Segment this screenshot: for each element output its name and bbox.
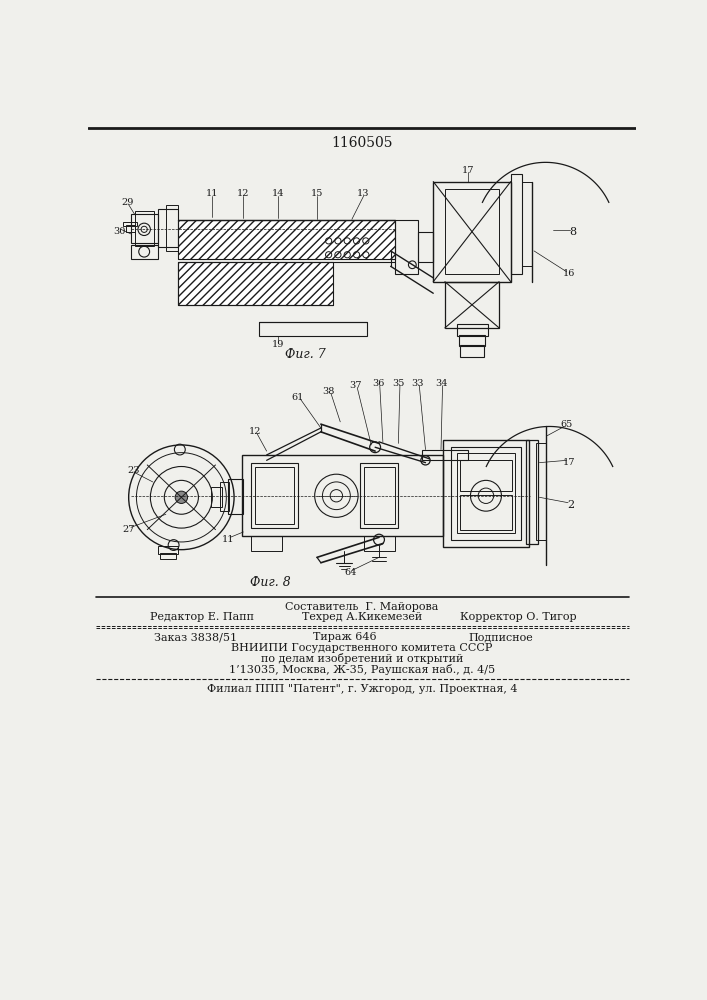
Text: Корректор О. Тигор: Корректор О. Тигор bbox=[460, 612, 577, 622]
Bar bbox=[242, 455, 443, 536]
Bar bbox=[126, 225, 135, 232]
Bar bbox=[418, 232, 433, 262]
Bar bbox=[255, 466, 293, 524]
Bar bbox=[460, 460, 512, 491]
Bar bbox=[177, 220, 395, 259]
Bar bbox=[510, 174, 522, 274]
Bar bbox=[123, 222, 137, 226]
Text: 13: 13 bbox=[357, 189, 370, 198]
Text: 1’13035, Москва, Ж-35, Раушская наб., д. 4/5: 1’13035, Москва, Ж-35, Раушская наб., д.… bbox=[229, 664, 495, 675]
Text: 23: 23 bbox=[127, 466, 139, 475]
Text: 64: 64 bbox=[344, 568, 356, 577]
Bar bbox=[177, 262, 332, 305]
Text: Фиг. 7: Фиг. 7 bbox=[285, 348, 326, 361]
Bar bbox=[522, 182, 532, 266]
Text: Заказ 3838/51: Заказ 3838/51 bbox=[154, 632, 238, 642]
Bar bbox=[526, 440, 538, 544]
Text: Техред А.Кикемезей: Техред А.Кикемезей bbox=[302, 612, 422, 622]
Bar bbox=[363, 466, 395, 524]
Bar bbox=[460, 495, 512, 530]
Bar bbox=[460, 345, 484, 357]
Text: 14: 14 bbox=[272, 189, 284, 198]
Text: 30: 30 bbox=[113, 227, 126, 236]
Bar bbox=[395, 220, 418, 274]
Bar bbox=[166, 205, 177, 251]
Text: Составитель  Г. Майорова: Составитель Г. Майорова bbox=[285, 602, 438, 612]
Text: 35: 35 bbox=[392, 379, 404, 388]
Text: 34: 34 bbox=[435, 379, 448, 388]
Bar bbox=[177, 262, 332, 305]
Text: Подписное: Подписное bbox=[468, 632, 533, 642]
Text: 11: 11 bbox=[206, 189, 218, 198]
Text: 65: 65 bbox=[561, 420, 573, 429]
Bar bbox=[211, 487, 222, 507]
Text: 12: 12 bbox=[237, 189, 250, 198]
Text: 38: 38 bbox=[322, 387, 335, 396]
Bar bbox=[131, 214, 158, 243]
Text: 16: 16 bbox=[563, 269, 575, 278]
Text: 36: 36 bbox=[372, 379, 385, 388]
Text: 1160505: 1160505 bbox=[331, 136, 392, 150]
Text: 17: 17 bbox=[563, 458, 575, 467]
Bar bbox=[433, 182, 510, 282]
Bar bbox=[158, 546, 177, 554]
Text: ВНИИПИ Государственного комитета СССР: ВНИИПИ Государственного комитета СССР bbox=[231, 643, 493, 653]
Bar bbox=[443, 440, 529, 547]
Text: Фиг. 8: Фиг. 8 bbox=[250, 576, 291, 588]
Circle shape bbox=[175, 491, 187, 503]
Text: Редактор Е. Папп: Редактор Е. Папп bbox=[151, 612, 255, 622]
Bar bbox=[135, 211, 154, 246]
Text: 2: 2 bbox=[567, 500, 574, 510]
Bar bbox=[251, 536, 282, 551]
Bar bbox=[445, 282, 499, 328]
Text: 37: 37 bbox=[349, 381, 362, 390]
Bar bbox=[459, 335, 485, 346]
Text: 33: 33 bbox=[411, 379, 424, 388]
Bar bbox=[131, 245, 158, 259]
Text: 27: 27 bbox=[122, 525, 135, 534]
Bar bbox=[158, 209, 177, 247]
Bar bbox=[259, 322, 368, 336]
Bar bbox=[421, 450, 468, 460]
Bar bbox=[177, 220, 395, 259]
Text: по делам изобретений и открытий: по делам изобретений и открытий bbox=[261, 654, 463, 664]
Bar bbox=[363, 536, 395, 551]
Text: 11: 11 bbox=[221, 535, 234, 544]
Text: 8: 8 bbox=[569, 227, 576, 237]
Bar bbox=[451, 447, 521, 540]
Text: 29: 29 bbox=[121, 198, 134, 207]
Bar bbox=[537, 443, 546, 540]
Text: 12: 12 bbox=[249, 427, 262, 436]
Text: 15: 15 bbox=[311, 189, 323, 198]
Bar bbox=[228, 479, 243, 514]
Bar bbox=[445, 189, 499, 274]
Bar bbox=[457, 324, 488, 336]
Bar bbox=[160, 553, 176, 559]
Bar bbox=[220, 482, 230, 511]
Text: Тираж 646: Тираж 646 bbox=[313, 632, 377, 642]
Bar bbox=[457, 453, 515, 533]
Text: 17: 17 bbox=[462, 166, 474, 175]
Text: 61: 61 bbox=[291, 393, 304, 402]
Bar bbox=[251, 463, 298, 528]
Text: 19: 19 bbox=[272, 340, 284, 349]
Text: Филиал ППП "Патент", г. Ужгород, ул. Проектная, 4: Филиал ППП "Патент", г. Ужгород, ул. Про… bbox=[206, 684, 518, 694]
Bar bbox=[360, 463, 398, 528]
